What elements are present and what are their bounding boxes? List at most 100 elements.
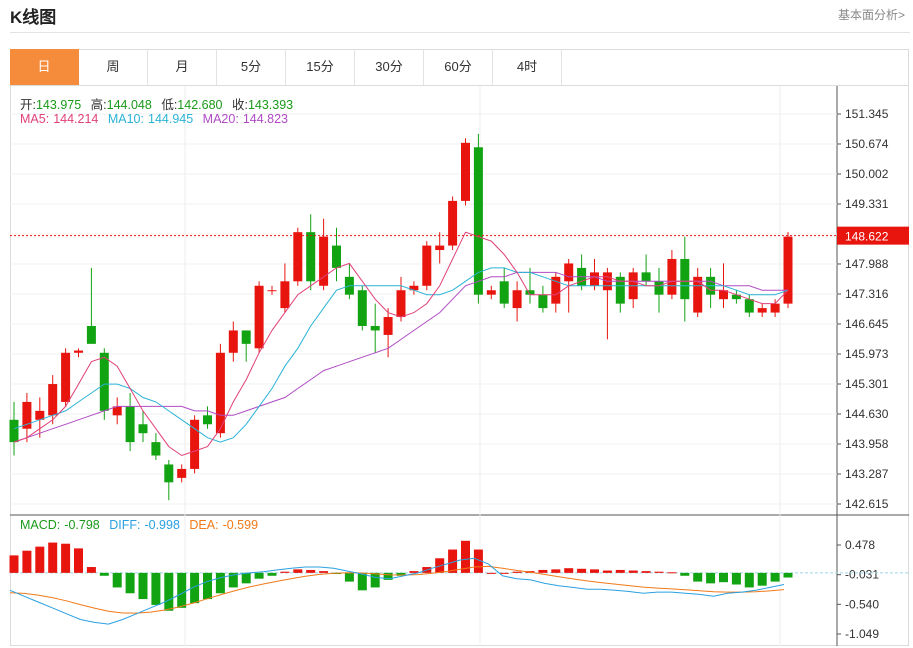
price-tick-label: 147.988 — [845, 257, 889, 271]
candle-body — [293, 232, 303, 282]
ma5-label: MA5: — [20, 112, 50, 126]
macd-histogram-bar — [602, 570, 612, 573]
candle-body — [9, 419, 19, 443]
price-tick-label: 150.002 — [845, 167, 889, 181]
macd-histogram-bar — [254, 572, 264, 579]
macd-histogram-bar — [125, 572, 135, 594]
chart-frame — [10, 49, 909, 646]
tab-day[interactable]: 日 — [10, 49, 79, 85]
macd-histogram-bar — [628, 570, 638, 573]
ma20-value: 144.823 — [242, 112, 288, 126]
candle-body — [409, 285, 419, 291]
dea-value: -0.599 — [222, 518, 259, 532]
tab-30min[interactable]: 30分 — [355, 49, 424, 85]
candle-body — [86, 325, 96, 344]
macd-label: MACD: — [20, 518, 61, 532]
macd-histogram-bar — [177, 572, 187, 608]
candle-body — [435, 245, 445, 251]
macd-tick-label: -1.049 — [845, 627, 879, 641]
macd-histogram-bar — [770, 572, 780, 582]
candle-body — [499, 281, 509, 304]
candle-body — [61, 352, 71, 402]
tab-4hour[interactable]: 4时 — [493, 49, 562, 85]
candle-body — [357, 290, 367, 326]
macd-histogram-bar — [280, 571, 290, 573]
macd-histogram-bar — [577, 568, 587, 573]
candle-body — [396, 290, 406, 318]
candle-body — [138, 424, 148, 434]
close-label: 收: — [231, 98, 248, 112]
macd-histogram-bar — [74, 548, 83, 573]
macd-histogram-bar — [512, 571, 522, 573]
high-label: 高: — [90, 98, 107, 112]
price-tick-label: 142.615 — [845, 497, 889, 511]
candle-body — [783, 236, 793, 304]
macd-histogram-bar — [731, 572, 741, 585]
macd-histogram-bar — [680, 572, 690, 576]
price-tick-label: 145.973 — [845, 347, 889, 361]
tab-15min[interactable]: 15分 — [286, 49, 355, 85]
price-tick-label: 146.645 — [845, 317, 889, 331]
candle-body — [74, 350, 83, 353]
price-tick-label: 145.301 — [845, 377, 889, 391]
last-price-tag — [837, 226, 909, 245]
candle-body — [48, 384, 58, 416]
candle-body — [654, 281, 664, 295]
diff-label: DIFF: — [109, 518, 141, 532]
candle-body — [215, 352, 225, 434]
macd-value: -0.798 — [64, 518, 100, 532]
candle-body — [538, 294, 548, 309]
price-tick-label: 143.958 — [845, 437, 889, 451]
ma5-line — [13, 231, 789, 457]
macd-histogram-bar — [473, 549, 483, 573]
tab-week[interactable]: 周 — [79, 49, 148, 85]
candle-body — [551, 276, 561, 304]
dea-label: DEA: — [189, 518, 219, 532]
macd-histogram-bar — [409, 571, 419, 573]
price-tick-label: 150.674 — [845, 137, 889, 151]
macd-histogram-bar — [744, 572, 754, 588]
candle-body — [744, 299, 754, 313]
candle-body — [35, 410, 45, 420]
low-value: 142.680 — [177, 98, 223, 112]
macd-histogram-bar — [48, 542, 58, 573]
tab-month[interactable]: 月 — [148, 49, 217, 85]
price-tick-label: 143.287 — [845, 467, 889, 481]
diff-value: -0.998 — [144, 518, 180, 532]
macd-tick-label: -0.031 — [845, 568, 879, 582]
ma20-line — [13, 271, 788, 443]
candle-body — [590, 272, 599, 286]
candle-body — [319, 236, 329, 286]
macd-histogram-bar — [35, 546, 45, 573]
candle-body — [280, 281, 290, 309]
macd-histogram-bar — [164, 572, 174, 611]
candle-body — [448, 200, 458, 246]
low-label: 低: — [161, 98, 178, 112]
ma-legend: MA5: 144.214 MA10: 144.945 MA20: 144.823 — [20, 112, 294, 126]
macd-histogram-bar — [357, 572, 367, 591]
last-price-label: 148.622 — [845, 230, 889, 244]
candle-body — [164, 464, 174, 483]
macd-histogram-bar — [461, 540, 470, 573]
candle-body — [615, 276, 625, 304]
tabs-divider — [10, 85, 909, 86]
ma10-label: MA10: — [107, 112, 144, 126]
tab-60min[interactable]: 60分 — [424, 49, 493, 85]
candle-body — [693, 276, 703, 313]
candle-body — [719, 290, 728, 300]
candle-body — [731, 294, 741, 300]
candle-body — [525, 290, 535, 295]
tab-5min[interactable]: 5分 — [217, 49, 286, 85]
fundamental-analysis-link[interactable]: 基本面分析> — [837, 8, 905, 22]
candle-body — [383, 317, 393, 335]
macd-histogram-bar — [396, 572, 406, 576]
macd-histogram-bar — [9, 555, 19, 573]
candle-body — [422, 245, 432, 286]
candle-body — [22, 401, 32, 429]
macd-histogram-bar — [486, 572, 496, 574]
macd-histogram-bar — [86, 567, 96, 573]
macd-histogram-bar — [319, 571, 329, 573]
candle-body — [99, 352, 109, 411]
page-title: K线图 — [10, 8, 57, 27]
